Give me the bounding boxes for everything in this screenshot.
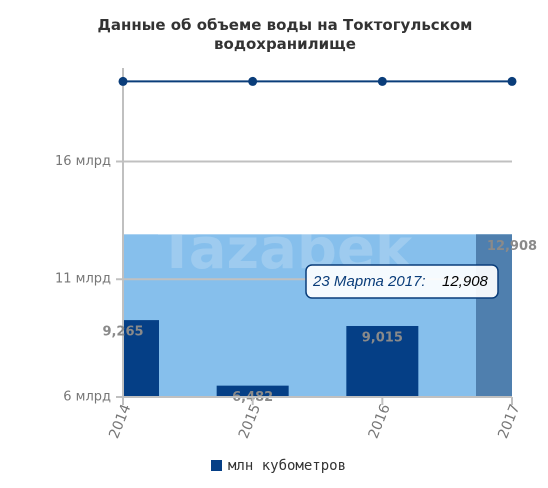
plot-area: Tazabek bbox=[123, 160, 512, 397]
bar bbox=[216, 385, 289, 397]
x-tick-label: 2015 bbox=[236, 402, 264, 441]
y-tick-label: 16 млрд bbox=[55, 154, 111, 169]
y-tick-label: 11 млрд bbox=[55, 272, 111, 287]
point bbox=[248, 76, 258, 86]
bar bbox=[346, 325, 419, 397]
hover-band bbox=[123, 234, 512, 397]
tooltip-value: 12,908 bbox=[442, 273, 489, 290]
value-label: 9,265 bbox=[102, 325, 143, 340]
legend-label: млн кубометров bbox=[228, 458, 346, 474]
x-tick-label: 2016 bbox=[366, 402, 394, 441]
chart-title: Данные об объеме воды на Токтогульском во… bbox=[98, 16, 473, 53]
point bbox=[118, 76, 128, 86]
point bbox=[507, 76, 517, 86]
x-tick-label: 2014 bbox=[106, 402, 134, 441]
bar bbox=[123, 320, 159, 397]
y-tick-label: 6 млрд bbox=[63, 390, 111, 405]
legend-swatch bbox=[211, 460, 222, 471]
tooltip-box bbox=[305, 264, 499, 299]
bar bbox=[476, 234, 512, 397]
overlay: Данные об объеме воды на Токтогульском во… bbox=[55, 16, 537, 475]
value-label: 12,908 bbox=[487, 239, 537, 254]
point bbox=[377, 76, 387, 86]
value-label: 9,015 bbox=[362, 330, 403, 345]
tooltip-label: 23 Марта 2017: bbox=[312, 273, 426, 290]
x-tick-label: 2017 bbox=[495, 402, 523, 441]
